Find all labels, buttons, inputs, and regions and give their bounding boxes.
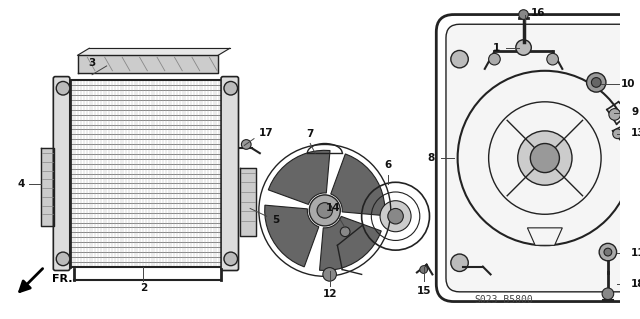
FancyBboxPatch shape	[53, 77, 70, 271]
Text: 5: 5	[273, 215, 280, 225]
Circle shape	[591, 78, 601, 87]
Polygon shape	[331, 154, 385, 216]
Circle shape	[547, 53, 559, 65]
Text: FR.: FR.	[52, 274, 73, 284]
Circle shape	[516, 40, 531, 55]
Polygon shape	[77, 55, 218, 73]
Text: 10: 10	[621, 79, 636, 89]
Circle shape	[531, 144, 559, 173]
Circle shape	[604, 248, 612, 256]
Circle shape	[599, 243, 616, 261]
Text: 9: 9	[632, 107, 639, 116]
Text: 14: 14	[326, 204, 341, 213]
Circle shape	[317, 203, 333, 218]
Polygon shape	[319, 216, 381, 271]
Polygon shape	[268, 150, 330, 204]
Circle shape	[488, 53, 500, 65]
Text: 12: 12	[323, 289, 337, 299]
Polygon shape	[527, 228, 563, 245]
Text: 4: 4	[18, 179, 25, 189]
FancyBboxPatch shape	[446, 24, 640, 292]
Text: 8: 8	[428, 153, 435, 163]
Circle shape	[518, 10, 529, 19]
Text: 6: 6	[384, 160, 392, 170]
Text: 2: 2	[140, 283, 147, 293]
Circle shape	[625, 50, 640, 68]
Text: 18: 18	[630, 279, 640, 289]
Circle shape	[241, 140, 251, 149]
Text: 16: 16	[531, 8, 545, 18]
Text: S023-B5800: S023-B5800	[475, 295, 534, 306]
Circle shape	[56, 81, 70, 95]
Circle shape	[602, 288, 614, 300]
Circle shape	[451, 254, 468, 271]
Circle shape	[309, 195, 340, 226]
Circle shape	[518, 131, 572, 185]
Text: 1: 1	[493, 42, 500, 53]
Circle shape	[625, 254, 640, 271]
Circle shape	[451, 50, 468, 68]
Circle shape	[323, 268, 337, 281]
Polygon shape	[241, 168, 256, 236]
Circle shape	[586, 73, 606, 92]
Circle shape	[612, 129, 623, 139]
Text: 3: 3	[88, 58, 96, 68]
Text: 11: 11	[630, 248, 640, 258]
Circle shape	[609, 108, 621, 120]
Polygon shape	[77, 48, 230, 55]
Polygon shape	[265, 205, 319, 267]
Circle shape	[380, 201, 411, 232]
Circle shape	[224, 81, 237, 95]
Text: 17: 17	[259, 128, 273, 138]
FancyBboxPatch shape	[221, 77, 239, 271]
Circle shape	[56, 252, 70, 266]
Circle shape	[388, 208, 403, 224]
Circle shape	[340, 227, 350, 237]
Text: 7: 7	[307, 129, 314, 139]
Text: 13: 13	[630, 128, 640, 138]
Polygon shape	[41, 148, 54, 226]
Circle shape	[420, 266, 428, 273]
Text: 15: 15	[417, 286, 431, 296]
Circle shape	[224, 252, 237, 266]
